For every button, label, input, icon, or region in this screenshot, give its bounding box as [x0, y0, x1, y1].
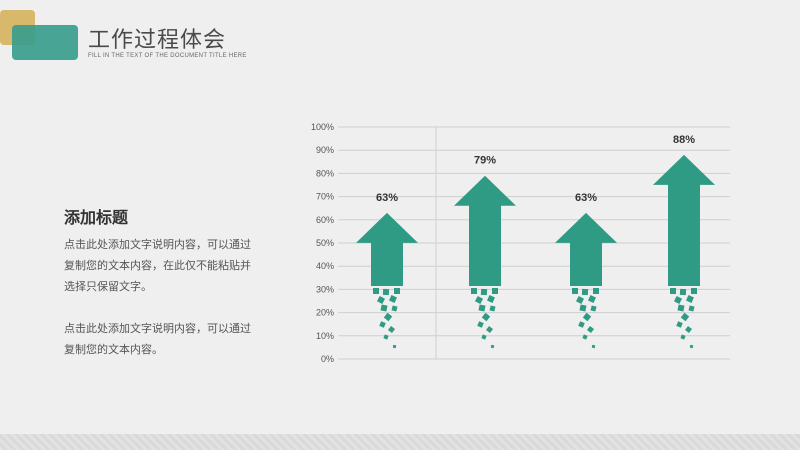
arrow-particle: [673, 295, 683, 305]
data-label: 88%: [673, 134, 695, 146]
arrow-particle: [485, 325, 494, 334]
data-label: 63%: [575, 192, 597, 204]
y-tick-label: 0%: [321, 354, 334, 364]
y-tick-label: 10%: [316, 331, 334, 341]
arrow-particle: [575, 295, 585, 305]
arrow-particle: [582, 334, 588, 340]
description-paragraph-1: 点击此处添加文字说明内容，可以通过复制您的文本内容，在此仅不能粘贴并选择只保留文…: [64, 238, 251, 293]
arrow-particle: [477, 321, 484, 328]
arrow-particle: [593, 288, 599, 294]
arrow-particle: [670, 288, 676, 294]
arrow-particle: [383, 312, 393, 322]
arrow-bar: [555, 212, 617, 286]
page-title: 工作过程体会: [88, 28, 227, 53]
arrow-particle: [481, 312, 491, 322]
arrow-particle: [588, 295, 596, 303]
arrow-particle: [392, 344, 397, 349]
arrow-particle: [489, 305, 496, 312]
arrow-particle: [680, 312, 690, 322]
arrow-particle: [578, 321, 585, 328]
arrow-particle: [383, 334, 389, 340]
arrow-particle: [684, 325, 693, 334]
page-subtitle: FILL IN THE TEXT OF THE DOCUMENT TITLE H…: [88, 53, 247, 59]
arrow-particle: [680, 334, 686, 340]
arrow-particle: [490, 344, 495, 349]
arrow-particle: [677, 304, 685, 312]
arrow-particle: [379, 321, 386, 328]
footer-pattern-strip: [0, 434, 800, 450]
arrow-particle: [679, 288, 687, 296]
arrow-particle: [387, 325, 396, 334]
arrow-particle: [481, 334, 487, 340]
arrow-particle: [373, 288, 379, 294]
y-tick-label: 70%: [316, 192, 334, 202]
arrow-particle: [376, 295, 386, 305]
data-label: 63%: [376, 192, 398, 204]
arrow-particle: [391, 305, 398, 312]
y-tick-label: 100%: [311, 122, 334, 132]
arrow-particle: [688, 305, 695, 312]
data-label: 79%: [474, 155, 496, 167]
y-tick-label: 50%: [316, 238, 334, 248]
arrow-particle: [394, 288, 400, 294]
y-tick-label: 30%: [316, 284, 334, 294]
y-tick-label: 80%: [316, 168, 334, 178]
arrow-particle: [579, 304, 587, 312]
arrow-particle: [480, 288, 488, 296]
arrow-bar: [653, 154, 715, 286]
arrow-particle: [492, 288, 498, 294]
arrow-particle: [582, 312, 592, 322]
arrow-particle: [686, 295, 694, 303]
logo-square-teal: [12, 25, 78, 60]
arrow-particle: [471, 288, 477, 294]
arrow-particle: [478, 304, 486, 312]
arrow-particle: [591, 344, 596, 349]
y-tick-label: 20%: [316, 308, 334, 318]
y-tick-label: 90%: [316, 145, 334, 155]
arrow-particle: [380, 304, 388, 312]
arrow-bar: [454, 175, 516, 286]
arrow-bar: [356, 212, 418, 286]
y-tick-label: 60%: [316, 215, 334, 225]
description-paragraph-2: 点击此处添加文字说明内容，可以通过复制您的文本内容。: [64, 322, 251, 356]
arrow-particle: [474, 295, 484, 305]
arrow-particle: [691, 288, 697, 294]
arrow-particle: [572, 288, 578, 294]
arrow-particle: [581, 288, 589, 296]
y-tick-label: 40%: [316, 261, 334, 271]
arrow-particle: [586, 325, 595, 334]
arrow-particle: [389, 295, 397, 303]
arrow-particle: [590, 305, 597, 312]
arrow-particle: [487, 295, 495, 303]
arrow-particle: [676, 321, 683, 328]
arrow-particle: [382, 288, 390, 296]
section-heading: 添加标题: [64, 208, 129, 227]
arrow-particle: [689, 344, 694, 349]
